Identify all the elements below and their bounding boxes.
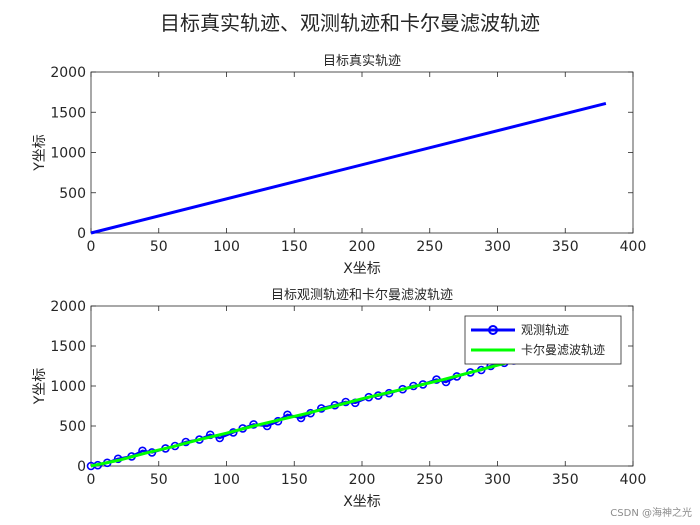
legend-label: 观测轨迹 bbox=[521, 323, 569, 337]
y-tick-label: 0 bbox=[77, 226, 86, 242]
y-axis-label: Y坐标 bbox=[32, 368, 48, 406]
x-tick-label: 300 bbox=[484, 472, 511, 488]
x-tick-label: 200 bbox=[349, 472, 376, 488]
watermark: CSDN @海神之光 bbox=[610, 508, 692, 519]
figure-suptitle: 目标真实轨迹、观测轨迹和卡尔曼滤波轨迹 bbox=[160, 11, 540, 35]
x-tick-label: 400 bbox=[620, 239, 647, 255]
axes-frame bbox=[90, 71, 634, 234]
x-tick-label: 0 bbox=[87, 239, 96, 255]
x-tick-label: 250 bbox=[416, 239, 443, 255]
plot-title: 目标观测轨迹和卡尔曼滤波轨迹 bbox=[271, 288, 453, 303]
legend-marker bbox=[488, 325, 498, 335]
x-tick-label: 100 bbox=[213, 239, 240, 255]
x-tick-label: 100 bbox=[213, 472, 240, 488]
subplot-1: 目标真实轨迹 0 50 100 150 200 250 300 350 400 0 500 1000 15… bbox=[32, 54, 646, 277]
plot-title: 目标真实轨迹 bbox=[323, 54, 401, 69]
legend-box bbox=[464, 315, 622, 365]
y-tick-label: 0 bbox=[77, 459, 86, 475]
series-line-2 bbox=[90, 346, 566, 468]
legend-label: 卡尔曼滤波轨迹 bbox=[521, 342, 605, 357]
x-tick-label: 250 bbox=[416, 472, 443, 488]
y-tick-label: 1500 bbox=[50, 105, 86, 121]
x-tick-label: 50 bbox=[150, 239, 168, 255]
y-axis-label: Y坐标 bbox=[32, 134, 48, 172]
y-tick-label: 2000 bbox=[50, 299, 86, 315]
y-tick-label: 500 bbox=[59, 186, 86, 202]
x-tick-label: 150 bbox=[281, 472, 308, 488]
x-tick-label: 50 bbox=[150, 472, 168, 488]
y-tick-label: 500 bbox=[59, 419, 86, 435]
x-axis-label: X坐标 bbox=[343, 494, 381, 510]
y-tick-label: 1000 bbox=[50, 146, 86, 162]
x-tick-label: 0 bbox=[87, 472, 96, 488]
x-tick-label: 350 bbox=[552, 472, 579, 488]
x-tick-label: 200 bbox=[349, 239, 376, 255]
x-tick-label: 350 bbox=[552, 239, 579, 255]
x-tick-label: 300 bbox=[484, 239, 511, 255]
x-tick-label: 400 bbox=[620, 472, 647, 488]
y-tick-label: 1000 bbox=[50, 379, 86, 395]
subplot-2: 目标观测轨迹和卡尔曼滤波轨迹 0 50 100 150 200 250 300 350 400 0 5… bbox=[32, 288, 646, 510]
series-line-1 bbox=[90, 101, 607, 235]
y-tick-label: 1500 bbox=[50, 339, 86, 355]
y-tick-label: 2000 bbox=[50, 65, 86, 81]
x-tick-label: 150 bbox=[281, 239, 308, 255]
x-axis-label: X坐标 bbox=[343, 261, 381, 277]
